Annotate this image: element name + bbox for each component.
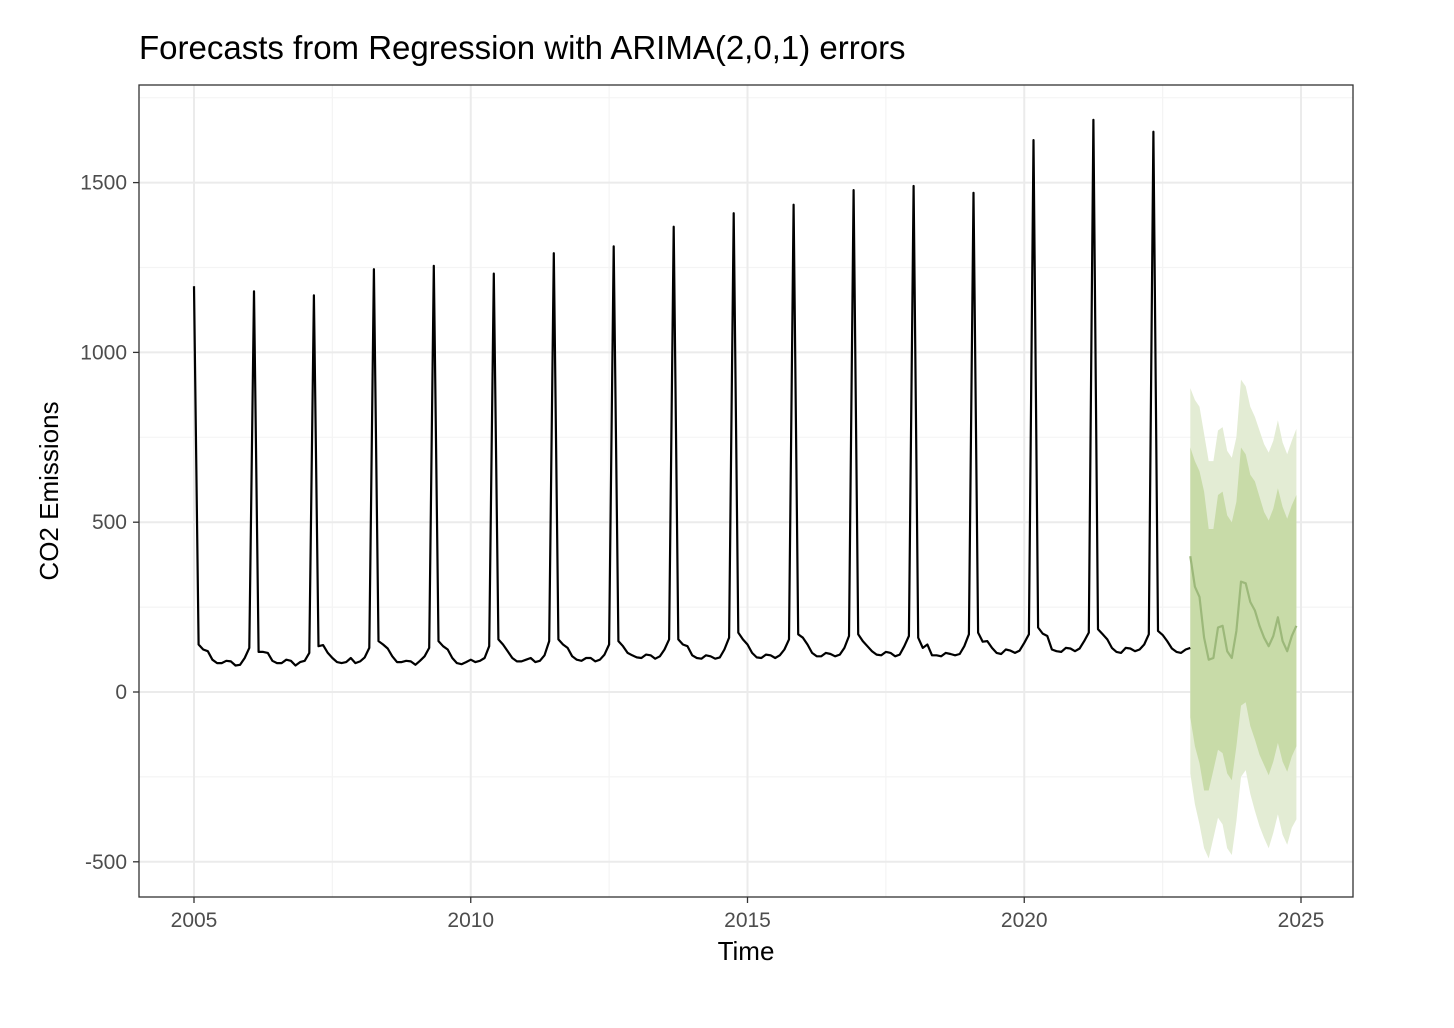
x-tick-label: 2005 xyxy=(171,909,218,932)
x-tick-label: 2015 xyxy=(724,909,771,932)
major-gridlines xyxy=(139,85,1353,897)
forecast-band-80 xyxy=(1190,447,1297,791)
chart-title: Forecasts from Regression with ARIMA(2,0… xyxy=(139,29,906,66)
y-axis-title: CO2 Emissions xyxy=(34,401,64,580)
y-tick-label: 500 xyxy=(92,511,127,534)
x-axis: 2005 2010 2015 2020 2025 xyxy=(171,897,1325,932)
observed-series-line xyxy=(192,118,1191,667)
minor-gridlines xyxy=(139,85,1353,897)
y-tick-label: 0 xyxy=(115,681,127,704)
plot-panel-border xyxy=(138,84,1354,898)
y-axis: -500 0 500 1000 1500 xyxy=(80,172,139,874)
series-lines xyxy=(192,118,1298,667)
forecast-mean-line xyxy=(1189,556,1298,661)
x-tick-label: 2020 xyxy=(1001,909,1048,932)
y-tick-label: 1500 xyxy=(80,172,127,195)
x-tick-label: 2025 xyxy=(1278,909,1325,932)
prediction-interval-80 xyxy=(1190,447,1297,791)
y-tick-label: -500 xyxy=(85,851,127,874)
plot-panel-background xyxy=(139,85,1353,897)
y-tick-label: 1000 xyxy=(80,341,127,364)
x-axis-title: Time xyxy=(718,936,775,966)
x-tick-label: 2010 xyxy=(447,909,494,932)
